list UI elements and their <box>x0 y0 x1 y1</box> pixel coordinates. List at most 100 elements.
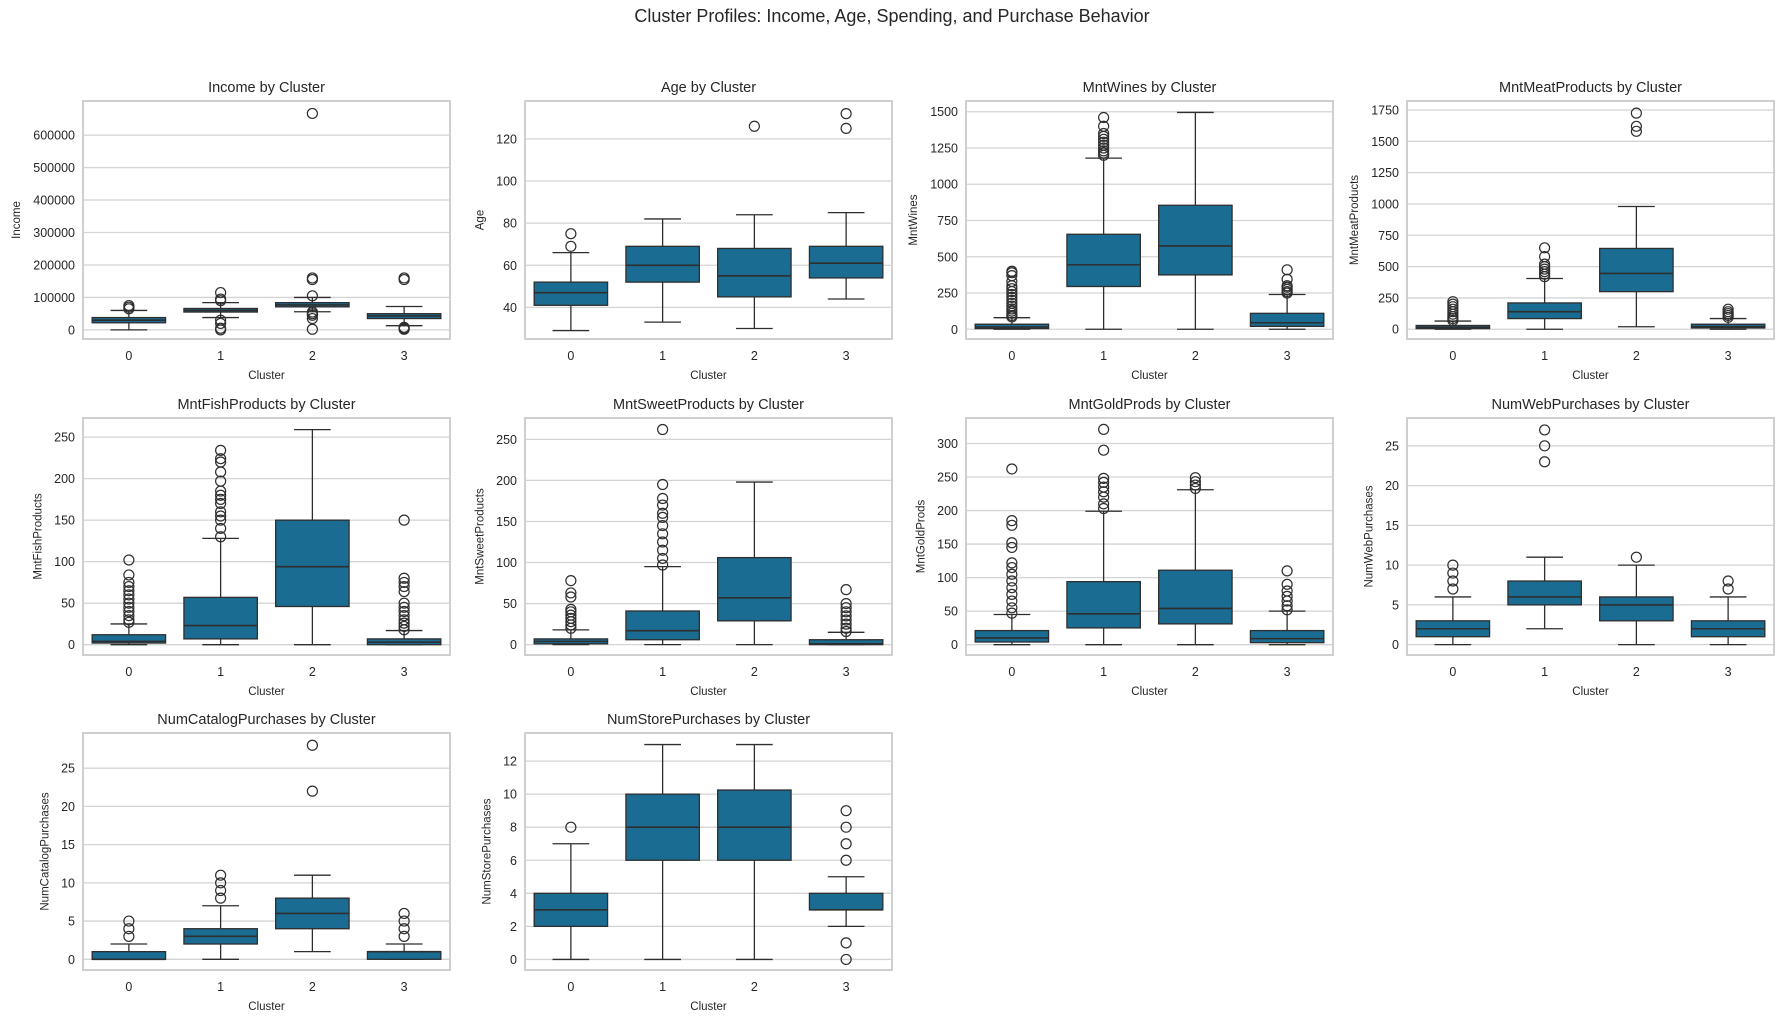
y-tick-label: 100 <box>496 556 517 570</box>
outlier-point <box>1539 456 1551 468</box>
outlier-point <box>840 597 852 610</box>
y-tick-label: 10 <box>503 788 517 802</box>
y-tick-label: 1500 <box>930 105 958 119</box>
box-cluster-0 <box>974 265 1050 330</box>
box-cluster-1 <box>1066 423 1141 646</box>
y-axis-label: MntWines <box>908 194 920 245</box>
outlier-point <box>1098 502 1110 515</box>
panel-mntwines: MntWines by Cluster 0 250 500 750 1000 1250 150… <box>908 80 1334 382</box>
y-tick-label: 80 <box>503 217 517 231</box>
outlier-point <box>1006 463 1018 475</box>
box-cluster-1 <box>625 743 700 961</box>
outlier-point <box>1630 107 1642 119</box>
axes-frame <box>82 100 451 340</box>
panel-numcatalogpurchases: NumCatalogPurchases by Cluster0510152025… <box>40 712 451 1013</box>
outlier-point <box>1098 423 1110 436</box>
x-tick-label: 2 <box>1633 349 1640 363</box>
x-axis-label: Cluster <box>248 1001 285 1013</box>
outlier-point <box>1006 303 1018 315</box>
outlier-point <box>1722 303 1734 315</box>
box-cluster-3 <box>1249 565 1325 646</box>
outlier-point <box>123 569 135 581</box>
outlier-point <box>1447 575 1459 587</box>
x-axis-label: Cluster <box>690 686 727 698</box>
y-tick-label: 1250 <box>1371 166 1399 180</box>
y-tick-label: 300 <box>937 437 958 451</box>
x-tick-label: 3 <box>1725 349 1732 363</box>
figure-title: Cluster Profiles: Income, Age, Spending,… <box>634 6 1149 26</box>
box-cluster-1 <box>183 869 258 960</box>
outlier-point <box>215 892 227 904</box>
outlier-point <box>215 314 227 326</box>
outlier-point <box>1447 296 1459 308</box>
axes-frame <box>82 417 451 656</box>
y-tick-label: 20 <box>1385 479 1399 493</box>
outlier-point <box>840 854 852 866</box>
outlier-point <box>1630 125 1642 137</box>
axes-frame <box>524 417 893 656</box>
x-tick-label: 1 <box>1541 665 1548 679</box>
x-tick-label: 0 <box>1449 349 1456 363</box>
outlier-point <box>123 930 135 942</box>
outlier-point <box>1006 568 1018 580</box>
y-tick-label: 5 <box>68 915 75 929</box>
outlier-point <box>565 612 577 624</box>
x-tick-label: 0 <box>1449 665 1456 679</box>
outlier-point <box>1098 142 1110 154</box>
y-tick-label: 4 <box>510 887 517 901</box>
y-tick-label: 5 <box>1392 598 1399 612</box>
outlier-point <box>1281 585 1293 597</box>
iqr-box <box>1249 312 1325 328</box>
y-tick-label: 15 <box>1385 519 1399 533</box>
y-tick-label: 1250 <box>930 141 958 155</box>
outlier-point <box>657 478 669 491</box>
outlier-point <box>215 475 227 487</box>
outlier-point <box>398 514 410 526</box>
y-tick-label: 20 <box>61 800 75 814</box>
panel-mntgoldprods: MntGoldProds by Cluster05010015020025030… <box>915 397 1334 698</box>
y-tick-label: 50 <box>944 605 958 619</box>
x-tick-label: 2 <box>1192 665 1199 679</box>
outlier-point <box>215 531 227 543</box>
x-tick-label: 1 <box>1541 349 1548 363</box>
iqr-box <box>533 281 609 306</box>
box-cluster-3 <box>1249 264 1325 330</box>
box-cluster-3 <box>808 805 884 966</box>
y-tick-label: 0 <box>1392 323 1399 337</box>
outlier-point <box>1098 481 1110 493</box>
y-tick-label: 50 <box>61 597 75 611</box>
iqr-box <box>1249 629 1325 644</box>
box-cluster-2 <box>717 120 792 330</box>
axes-frame <box>965 100 1334 340</box>
outlier-point <box>215 493 227 505</box>
outlier-point <box>1006 297 1018 309</box>
y-tick-label: 60 <box>503 259 517 273</box>
outlier-point <box>1189 482 1201 495</box>
outlier-point <box>657 559 669 571</box>
y-tick-label: 0 <box>1392 638 1399 652</box>
axes-frame <box>1406 417 1775 656</box>
x-tick-label: 2 <box>751 980 758 994</box>
y-tick-label: 0 <box>68 638 75 652</box>
outlier-point <box>398 272 410 284</box>
y-tick-label: 500000 <box>33 161 75 175</box>
box-cluster-3 <box>366 272 442 335</box>
outlier-point <box>306 323 318 335</box>
panel-mntmeatproducts: MntMeatProducts by Cluster 0 250 500 750 1000… <box>1349 80 1775 382</box>
outlier-point <box>1006 541 1018 554</box>
panel-title: NumWebPurchases by Cluster <box>1492 397 1690 413</box>
x-axis-label: Cluster <box>1572 686 1609 698</box>
outlier-point <box>398 617 410 629</box>
outlier-point <box>1281 600 1293 612</box>
box-cluster-3 <box>366 514 442 646</box>
y-tick-label: 50 <box>503 597 517 611</box>
x-tick-label: 3 <box>1725 665 1732 679</box>
panel-title: NumStorePurchases by Cluster <box>607 712 810 728</box>
x-tick-label: 2 <box>309 980 316 994</box>
outlier-point <box>840 602 852 614</box>
y-axis-label: MntMeatProducts <box>1349 175 1361 265</box>
panel-title: MntWines by Cluster <box>1083 80 1217 96</box>
x-axis-label: Cluster <box>1131 370 1168 382</box>
